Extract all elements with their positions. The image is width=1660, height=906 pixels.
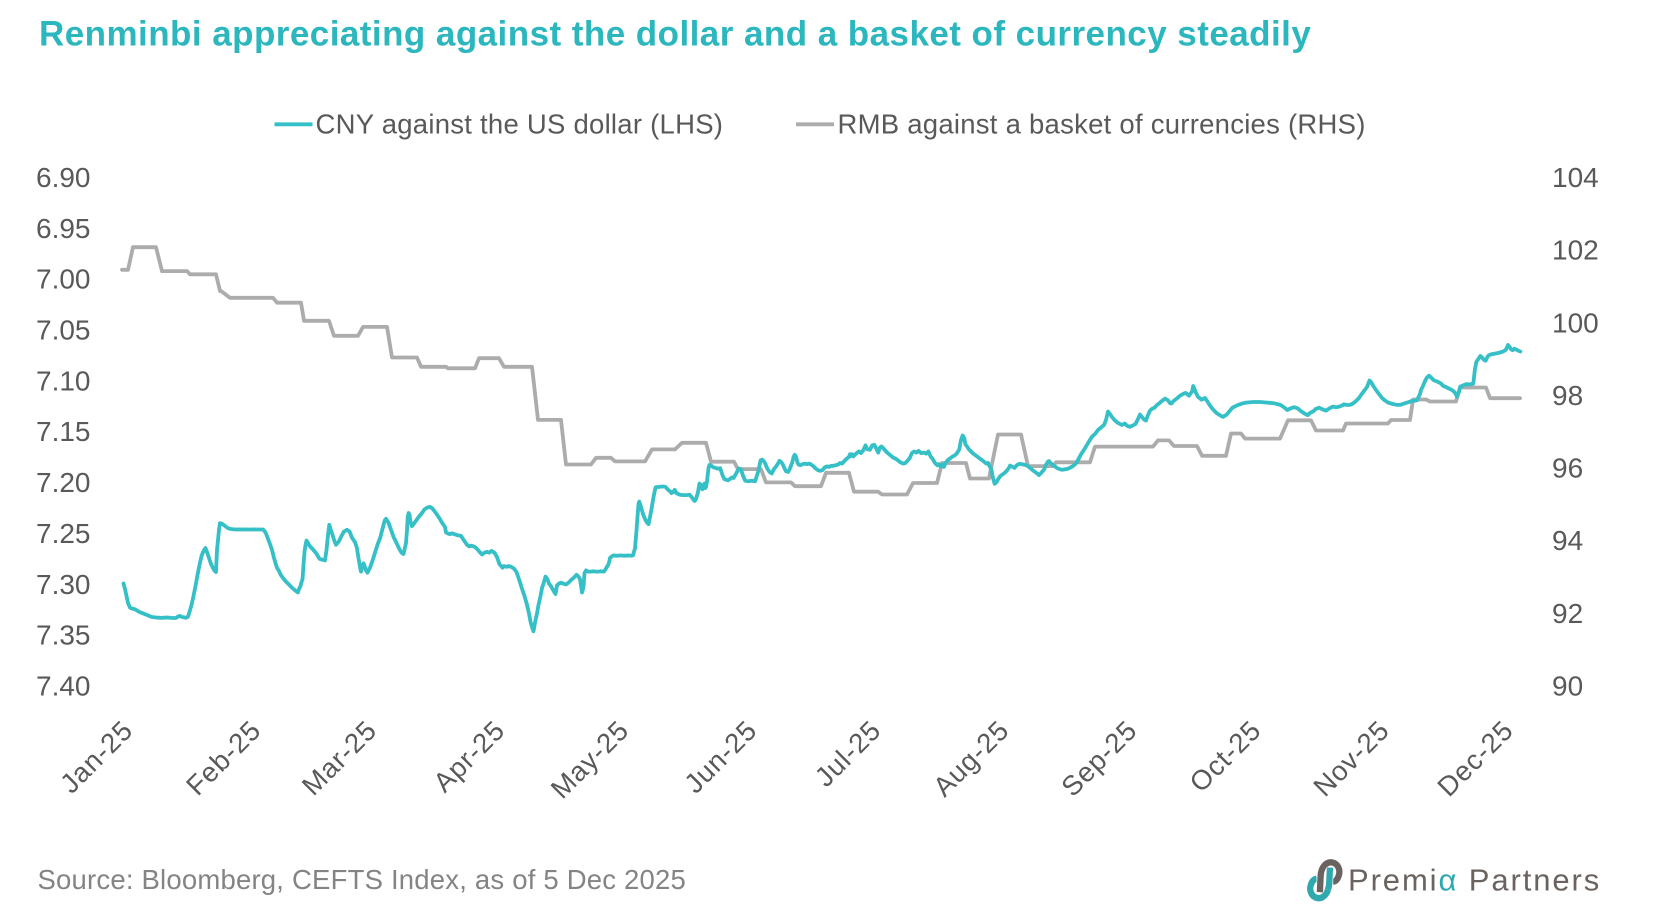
svg-text:6.95: 6.95 bbox=[36, 213, 91, 244]
svg-text:7.40: 7.40 bbox=[36, 671, 91, 702]
svg-text:RMB against a basket of curren: RMB against a basket of currencies (RHS) bbox=[838, 109, 1366, 140]
svg-text:Renminbi appreciating against: Renminbi appreciating against the dollar… bbox=[39, 15, 1311, 54]
svg-text:7.30: 7.30 bbox=[36, 569, 91, 600]
svg-text:7.25: 7.25 bbox=[36, 518, 91, 549]
svg-text:7.10: 7.10 bbox=[36, 365, 91, 396]
svg-text:100: 100 bbox=[1552, 307, 1599, 338]
svg-text:7.35: 7.35 bbox=[36, 620, 91, 651]
svg-text:7.15: 7.15 bbox=[36, 416, 91, 447]
svg-text:Source: Bloomberg, CEFTS Index: Source: Bloomberg, CEFTS Index, as of 5 … bbox=[38, 864, 687, 895]
svg-text:Premiα Partners: Premiα Partners bbox=[1348, 863, 1601, 898]
svg-text:7.20: 7.20 bbox=[36, 467, 91, 498]
svg-text:98: 98 bbox=[1552, 380, 1583, 411]
svg-text:104: 104 bbox=[1552, 162, 1599, 193]
svg-text:92: 92 bbox=[1552, 598, 1583, 629]
svg-text:7.00: 7.00 bbox=[36, 264, 91, 295]
svg-text:102: 102 bbox=[1552, 235, 1599, 266]
svg-text:94: 94 bbox=[1552, 525, 1583, 556]
svg-text:6.90: 6.90 bbox=[36, 162, 91, 193]
svg-text:CNY against the US dollar (LHS: CNY against the US dollar (LHS) bbox=[316, 109, 724, 140]
svg-text:7.05: 7.05 bbox=[36, 315, 91, 346]
svg-text:96: 96 bbox=[1552, 453, 1583, 484]
svg-text:90: 90 bbox=[1552, 671, 1583, 702]
